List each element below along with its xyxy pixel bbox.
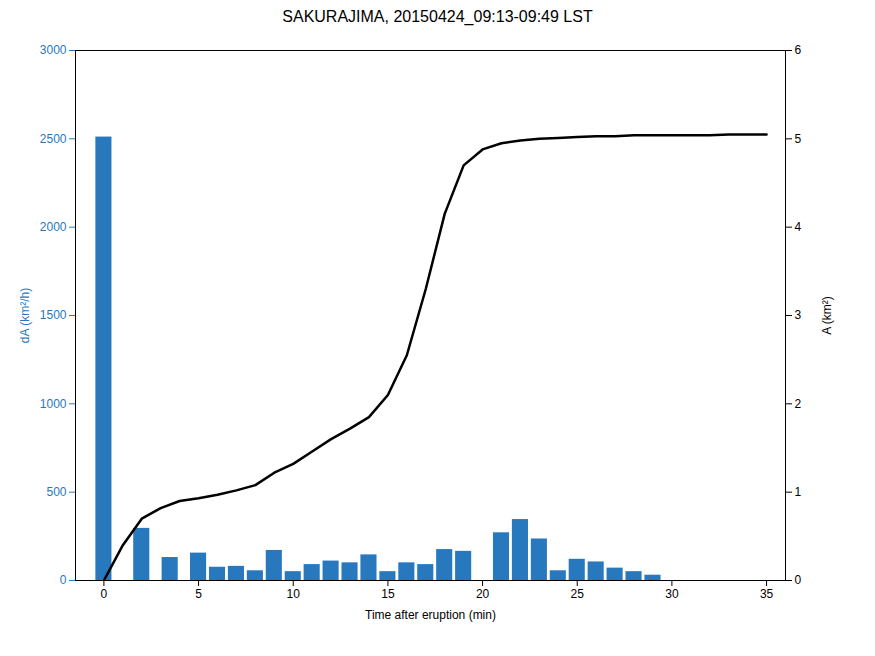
svg-text:4: 4	[795, 220, 802, 234]
svg-text:1: 1	[795, 485, 802, 499]
svg-text:dA (km²/h): dA (km²/h)	[18, 288, 32, 343]
svg-text:20: 20	[476, 587, 490, 601]
svg-text:25: 25	[571, 587, 585, 601]
svg-text:A (km²): A (km²)	[820, 296, 834, 335]
svg-text:500: 500	[46, 485, 66, 499]
svg-text:30: 30	[665, 587, 679, 601]
svg-text:0: 0	[795, 573, 802, 587]
svg-text:3000: 3000	[40, 43, 67, 57]
svg-text:0: 0	[60, 573, 67, 587]
svg-text:6: 6	[795, 43, 802, 57]
svg-text:2: 2	[795, 397, 802, 411]
svg-text:0: 0	[101, 587, 108, 601]
svg-text:3: 3	[795, 308, 802, 322]
svg-text:1500: 1500	[40, 308, 67, 322]
svg-text:10: 10	[287, 587, 301, 601]
svg-text:Time after eruption (min): Time after eruption (min)	[365, 608, 496, 622]
svg-text:2000: 2000	[40, 220, 67, 234]
svg-text:15: 15	[381, 587, 395, 601]
svg-text:1000: 1000	[40, 397, 67, 411]
svg-text:2500: 2500	[40, 132, 67, 146]
svg-text:5: 5	[195, 587, 202, 601]
svg-text:5: 5	[795, 132, 802, 146]
svg-text:35: 35	[760, 587, 774, 601]
html-text:SAKURAJIMA, 20150424_09:13-09:: SAKURAJIMA, 20150424_09:13-09:49 LST	[282, 8, 593, 25]
